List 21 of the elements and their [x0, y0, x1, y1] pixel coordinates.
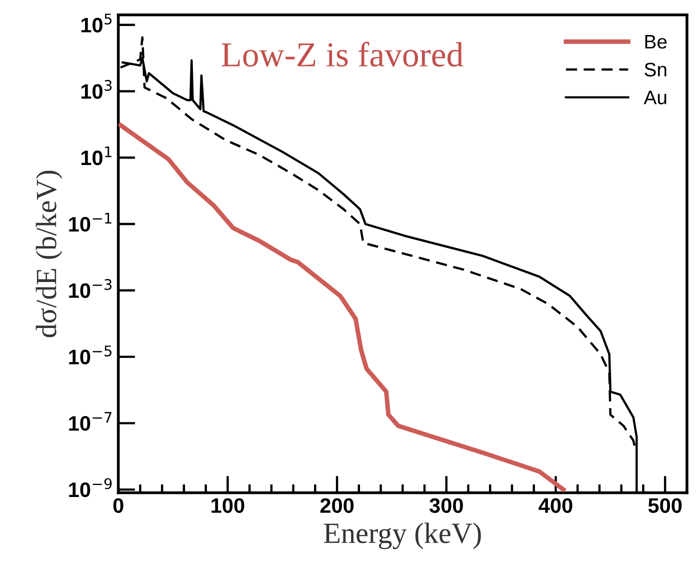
x-tick-label: 400: [538, 498, 572, 513]
x-tick-label: 0: [113, 498, 124, 513]
x-tick-label: 500: [648, 498, 682, 513]
x-tick-label: 300: [429, 498, 463, 513]
legend-label: Be: [645, 35, 667, 49]
legend-label: Au: [644, 90, 666, 104]
y-tick-label: 10$^{−7}$: [69, 412, 112, 431]
legend-label: Sn: [644, 62, 666, 76]
y-tick-label: 10$^{5}$: [81, 14, 112, 32]
y-tick-label: 10$^{3}$: [81, 80, 112, 99]
y-tick-label: 10$^{−9}$: [69, 478, 112, 498]
y-tick-label: 10$^{−3}$: [69, 279, 112, 298]
y-axis-title: dσ/dE (b/keV): [36, 170, 62, 338]
x-tick-label: 200: [320, 498, 354, 513]
x-axis-title: Energy (keV): [324, 522, 481, 550]
x-tick-label: 100: [212, 498, 244, 513]
y-tick-label: 10$^{−5}$: [69, 346, 112, 364]
line-series: [118, 122, 566, 492]
y-tick-label: 10$^{−1}$: [69, 212, 112, 232]
annotation: Low-Z is favored: [222, 42, 464, 67]
y-tick-label: 10$^{1}$: [81, 146, 112, 166]
